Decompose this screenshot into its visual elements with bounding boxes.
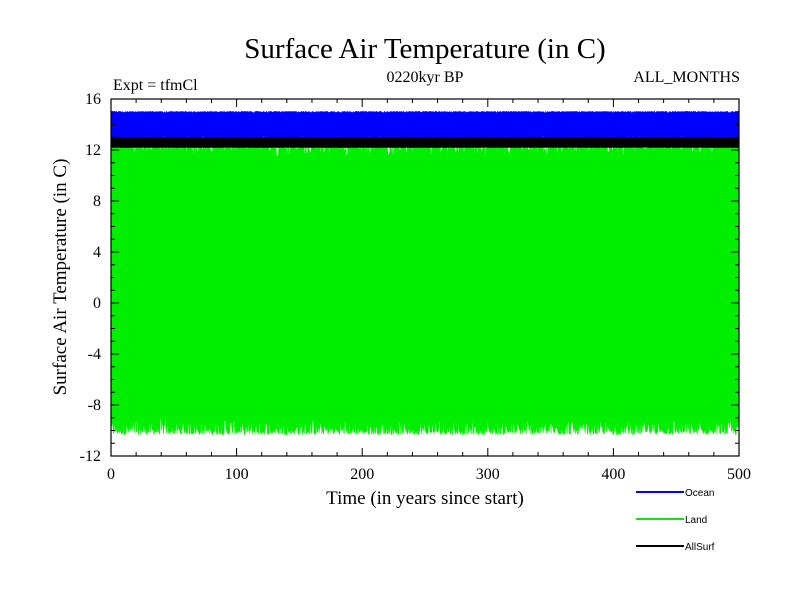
legend-label-allsurf: AllSurf [685, 542, 715, 553]
legend-label-land: Land [685, 515, 707, 526]
series-ocean [110, 110, 740, 139]
legend-label-ocean: Ocean [685, 488, 714, 499]
y-axis-label: Surface Air Temperature (in C) [50, 159, 71, 396]
x-tick-label: 300 [476, 466, 500, 483]
x-tick-label: 100 [225, 466, 249, 483]
y-axis: -12 -8 -4 0 4 8 12 16 [80, 91, 739, 465]
x-axis-label: Time (in years since start) [326, 488, 524, 509]
x-tick-label: 500 [727, 466, 751, 483]
x-axis: 0 100 200 300 400 500 [107, 99, 751, 483]
plot-area [110, 110, 740, 436]
period-label: 0220kyr BP [387, 69, 464, 86]
y-tick-label: -8 [88, 397, 101, 414]
series-band-land [110, 139, 740, 436]
y-tick-label: -4 [88, 346, 101, 363]
x-tick-label: 0 [107, 466, 115, 483]
y-tick-label: 4 [93, 244, 101, 261]
months-label: ALL_MONTHS [633, 69, 740, 86]
series-band-ocean [110, 110, 740, 139]
y-tick-label: 8 [93, 193, 101, 210]
y-tick-label: -12 [80, 448, 101, 465]
y-tick-label: 16 [85, 91, 101, 108]
x-tick-label: 400 [601, 466, 625, 483]
chart-title: Surface Air Temperature (in C) [244, 33, 605, 65]
y-tick-label: 12 [85, 142, 101, 159]
series-land [110, 139, 740, 436]
legend: Ocean Land AllSurf [636, 488, 715, 553]
series-allsurf [110, 136, 740, 149]
y-tick-label: 0 [93, 295, 101, 312]
series-band-allsurf [110, 136, 740, 149]
x-tick-label: 200 [350, 466, 374, 483]
experiment-label: Expt = tfmCl [113, 77, 198, 94]
